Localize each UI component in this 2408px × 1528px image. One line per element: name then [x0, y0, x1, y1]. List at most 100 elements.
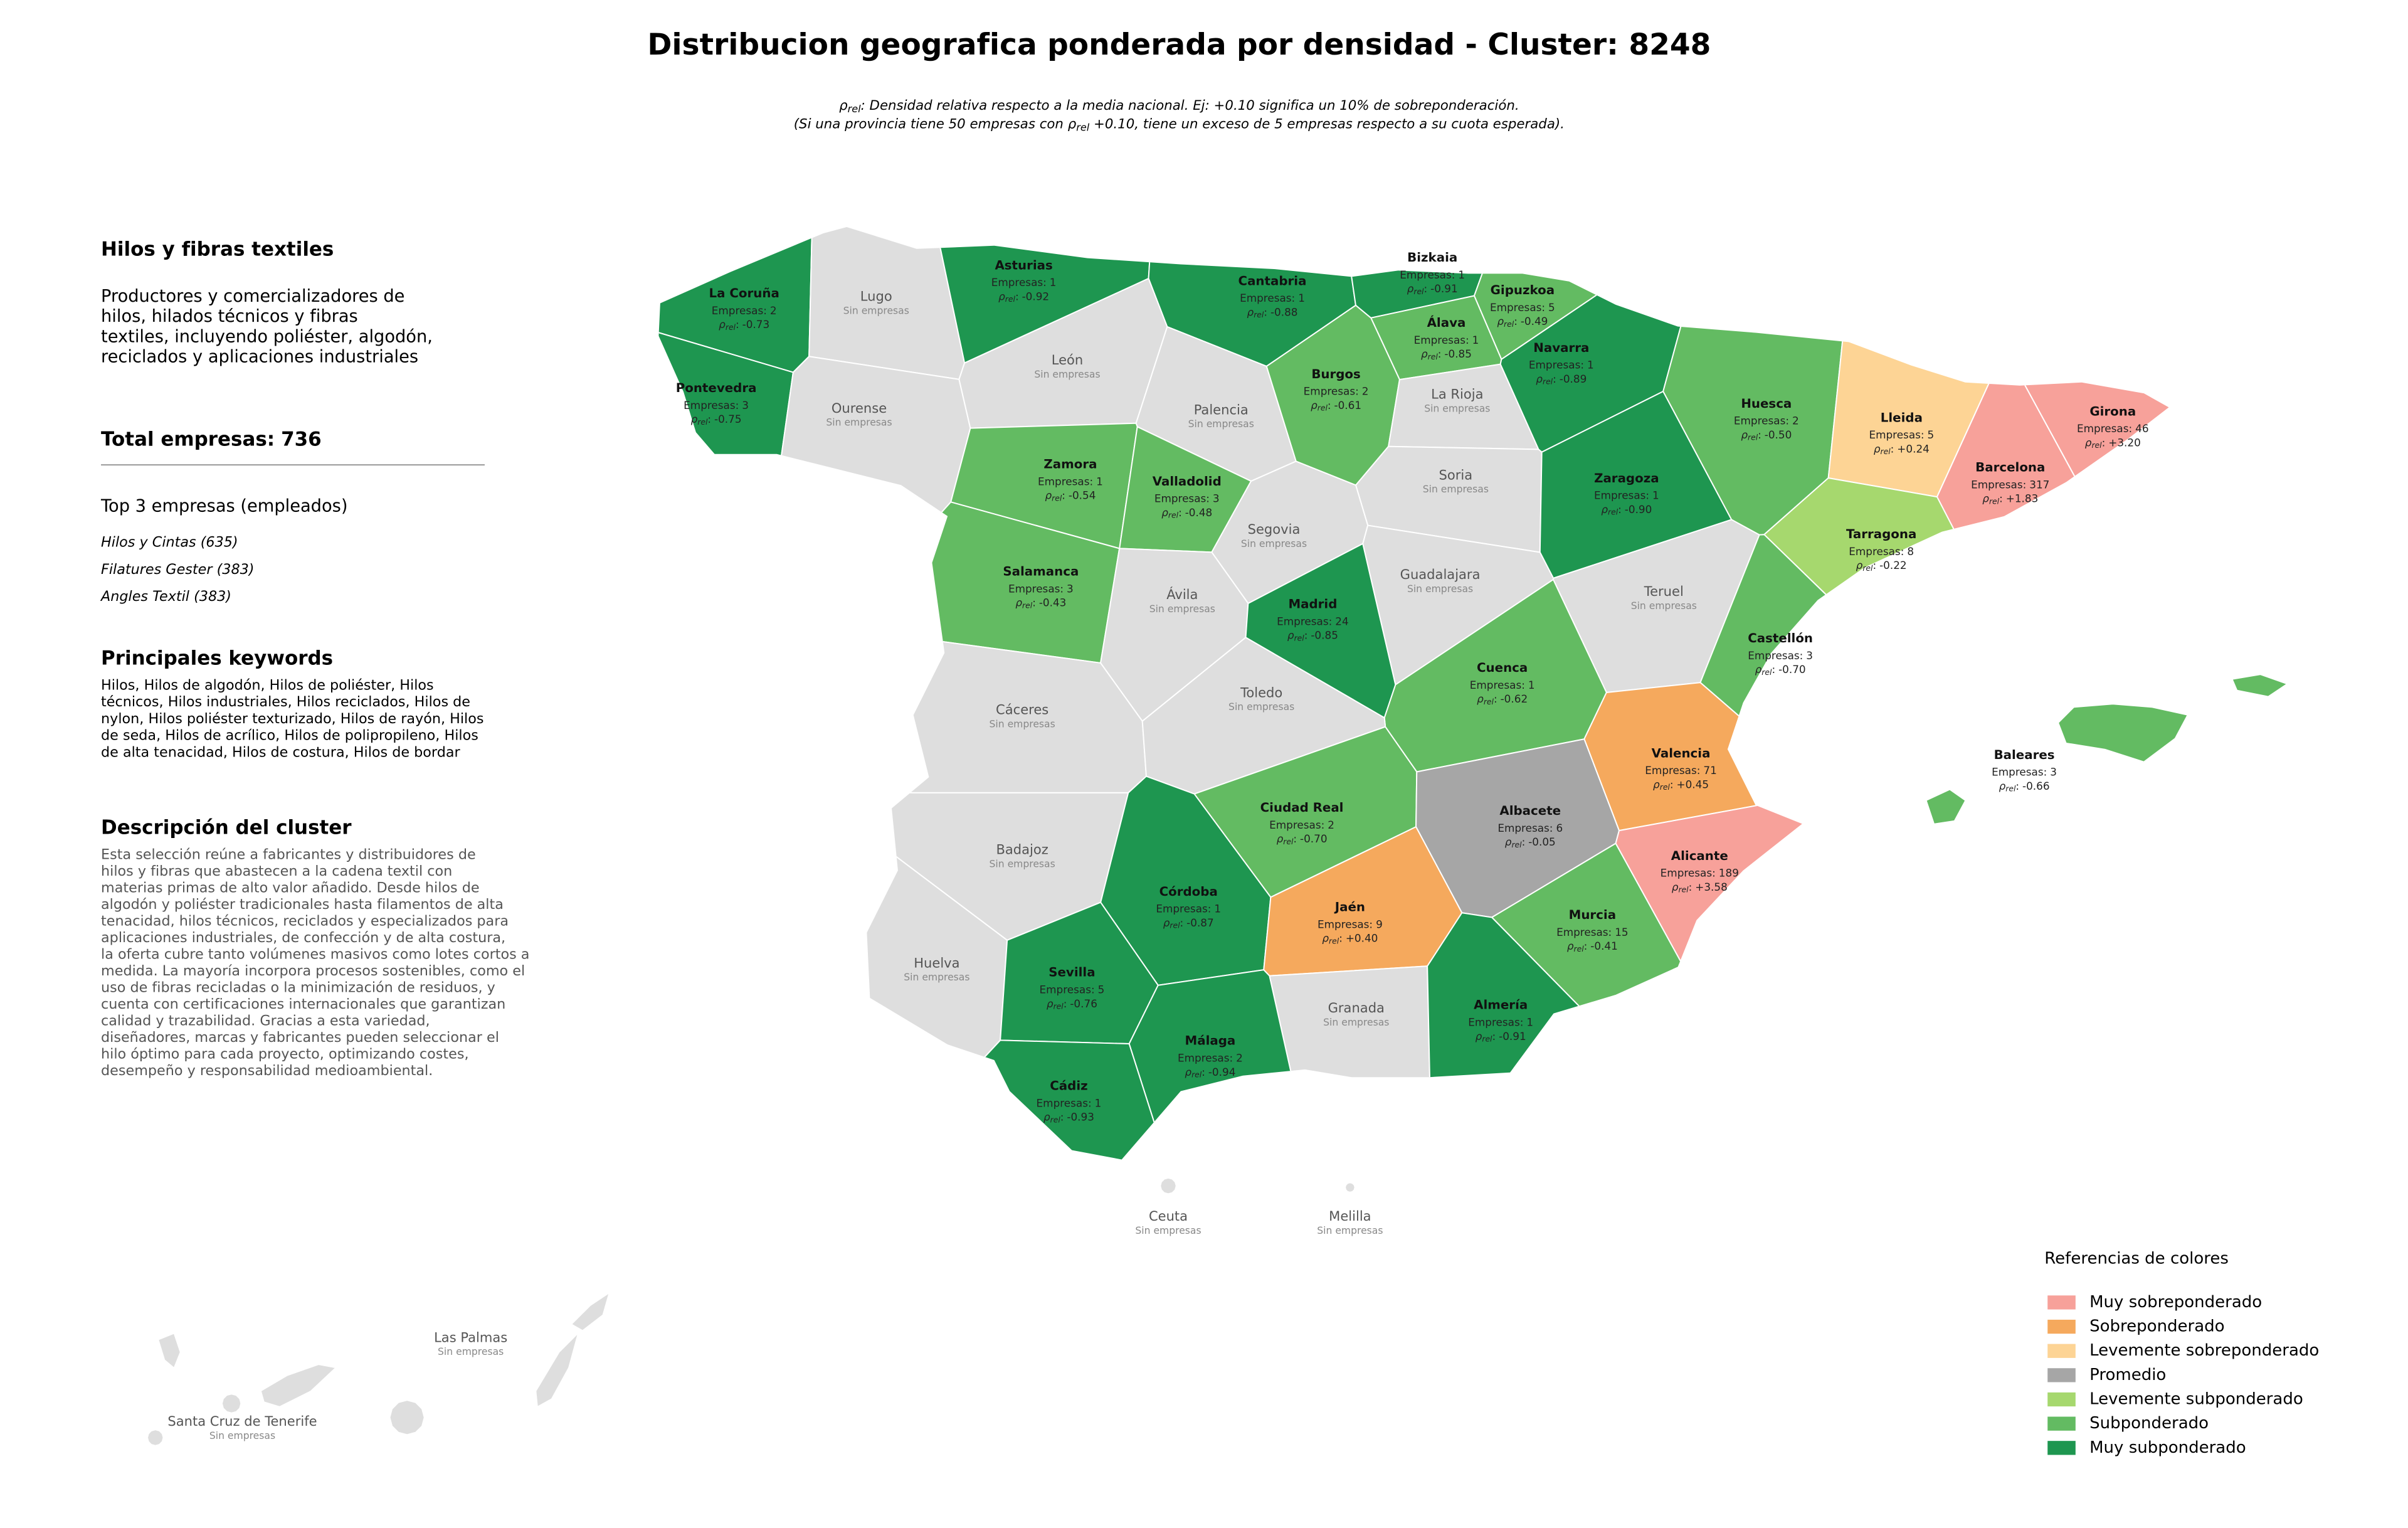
rho-subscript: rel — [1761, 667, 1772, 676]
rho-label: ρrel: +3.58 — [1672, 881, 1728, 894]
rho-separator: : — [2015, 780, 2019, 792]
companies-label: Empresas: 2 — [1304, 385, 1369, 398]
companies-prefix: Empresas: — [684, 399, 739, 411]
companies-prefix: Empresas: — [1594, 489, 1649, 502]
companies-count: 189 — [1719, 867, 1739, 879]
companies-count: 9 — [1376, 918, 1383, 930]
keyword-line: Hilos, Hilos de algodón, Hilos de poliés… — [101, 677, 434, 693]
rho-separator: : — [1999, 492, 2003, 505]
province-name: Salamanca — [1003, 565, 1079, 579]
province-name: Palencia — [1194, 401, 1249, 417]
rho-value: -0.76 — [1070, 997, 1097, 1010]
description-line: hilo óptimo para cada proyecto, optimiza… — [101, 1046, 469, 1063]
island — [571, 1292, 610, 1331]
rho-separator: : — [1064, 997, 1067, 1010]
companies-label: Empresas: 5 — [1490, 301, 1555, 314]
description-line: tenacidad, hilos técnicos, reciclados y … — [101, 913, 509, 929]
province-name: Castellón — [1748, 631, 1813, 645]
province-name: Segovia — [1248, 521, 1301, 537]
keywords-heading: Principales keywords — [101, 647, 333, 669]
no-data-label: Sin empresas — [1407, 583, 1473, 595]
rho-symbol: ρ — [691, 413, 698, 425]
rho-value: -0.91 — [1430, 282, 1458, 295]
companies-label: Empresas: 3 — [1008, 582, 1074, 595]
keyword-line: técnicos, Hilos industriales, Hilos reci… — [101, 694, 470, 710]
rho-symbol: ρ — [1047, 997, 1054, 1010]
rho-subscript: rel — [1170, 921, 1180, 930]
companies-count: 3 — [742, 399, 749, 411]
companies-label: Empresas: 3 — [1154, 492, 1220, 505]
province-name: Valencia — [1652, 746, 1711, 760]
companies-label: Empresas: 2 — [1734, 415, 1799, 427]
rho-label: ρrel: -0.62 — [1477, 692, 1528, 706]
rho-subscript: rel — [726, 322, 736, 331]
companies-prefix: Empresas: — [1304, 385, 1359, 398]
province-name: Girona — [2089, 404, 2136, 418]
description-line: algodón y poliéster tradicionales hasta … — [101, 896, 504, 913]
rho-label: ρrel: -0.61 — [1311, 399, 1361, 412]
rho-value: -0.92 — [1022, 290, 1050, 303]
rho-subscript: rel — [1484, 697, 1494, 706]
rho-subscript: rel — [1294, 634, 1305, 642]
island — [260, 1364, 337, 1408]
rho-label: ρrel: -0.73 — [719, 318, 769, 331]
rho-symbol: ρ — [1567, 940, 1574, 952]
companies-label: Empresas: 9 — [1318, 918, 1383, 930]
keyword-line: de alta tenacidad, Hilos de costura, Hil… — [101, 744, 460, 760]
rho-value: +3.58 — [1695, 881, 1728, 893]
companies-label: Empresas: 8 — [1849, 545, 1914, 558]
province-name: Zaragoza — [1594, 471, 1659, 485]
province-name: Ceuta — [1149, 1208, 1188, 1224]
rho-symbol: ρ — [1185, 1066, 1191, 1078]
companies-prefix: Empresas: — [1992, 766, 2047, 778]
rho-separator: : — [1438, 348, 1442, 360]
subtitle-part: ρ — [839, 98, 848, 114]
rho-value: -0.61 — [1334, 399, 1362, 411]
rho-symbol: ρ — [1856, 559, 1863, 571]
rho-value: -0.75 — [714, 413, 742, 425]
rho-symbol: ρ — [1247, 305, 1254, 318]
keyword-line: nylon, Hilos poliéster texturizado, Hilo… — [101, 711, 483, 727]
description-line: medida. La mayoría incorpora procesos so… — [101, 963, 525, 979]
rho-value: -0.05 — [1528, 836, 1556, 848]
no-data-label: Sin empresas — [1323, 1017, 1389, 1028]
island — [157, 1333, 181, 1369]
legend-swatch — [2047, 1344, 2076, 1358]
rho-value: +0.45 — [1677, 778, 1709, 790]
total: Total empresas: 736 — [101, 428, 322, 450]
province-name: Navarra — [1533, 341, 1589, 355]
companies-prefix: Empresas: — [712, 304, 767, 317]
companies-label: Empresas: 3 — [1748, 649, 1813, 662]
province-name: Zamora — [1043, 457, 1097, 472]
companies-label: Empresas: 46 — [2077, 422, 2149, 435]
keyword-line: de seda, Hilos de acrílico, Hilos de pol… — [101, 728, 478, 744]
province-name: Murcia — [1569, 908, 1616, 922]
subtitle-part: (Si una provincia tiene 50 empresas con … — [794, 117, 1077, 132]
rho-label: ρrel: -0.22 — [1856, 559, 1907, 572]
companies-count: 2 — [1362, 385, 1369, 398]
rho-label: ρrel: -0.05 — [1505, 836, 1556, 849]
rho-symbol: ρ — [1741, 428, 1748, 441]
top-company: Filatures Gester (383) — [101, 561, 254, 578]
rho-separator: : — [1293, 832, 1297, 845]
no-data-label: Sin empresas — [1149, 603, 1215, 615]
companies-prefix: Empresas: — [1008, 582, 1064, 595]
legend-label: Promedio — [2089, 1366, 2166, 1384]
rho-separator: : — [2102, 436, 2106, 448]
province-name: León — [1052, 352, 1084, 368]
companies-prefix: Empresas: — [1748, 649, 1803, 662]
rho-value: -0.73 — [742, 318, 770, 331]
companies-label: Empresas: 1 — [1529, 359, 1594, 371]
rho-separator: : — [1584, 940, 1588, 952]
companies-label: Empresas: 6 — [1497, 822, 1563, 834]
rho-symbol: ρ — [1015, 597, 1022, 609]
description-line: uso de fibras recicladas o la minimizaci… — [101, 979, 495, 995]
legend-label: Subponderado — [2089, 1414, 2209, 1433]
rho-label: ρrel: -0.92 — [998, 290, 1049, 304]
rho-separator: : — [1328, 399, 1331, 411]
legend-swatch — [2047, 1416, 2076, 1431]
rho-subscript: rel — [1168, 511, 1179, 519]
rho-separator: : — [1553, 373, 1556, 385]
rho-symbol: ρ — [1407, 282, 1414, 295]
